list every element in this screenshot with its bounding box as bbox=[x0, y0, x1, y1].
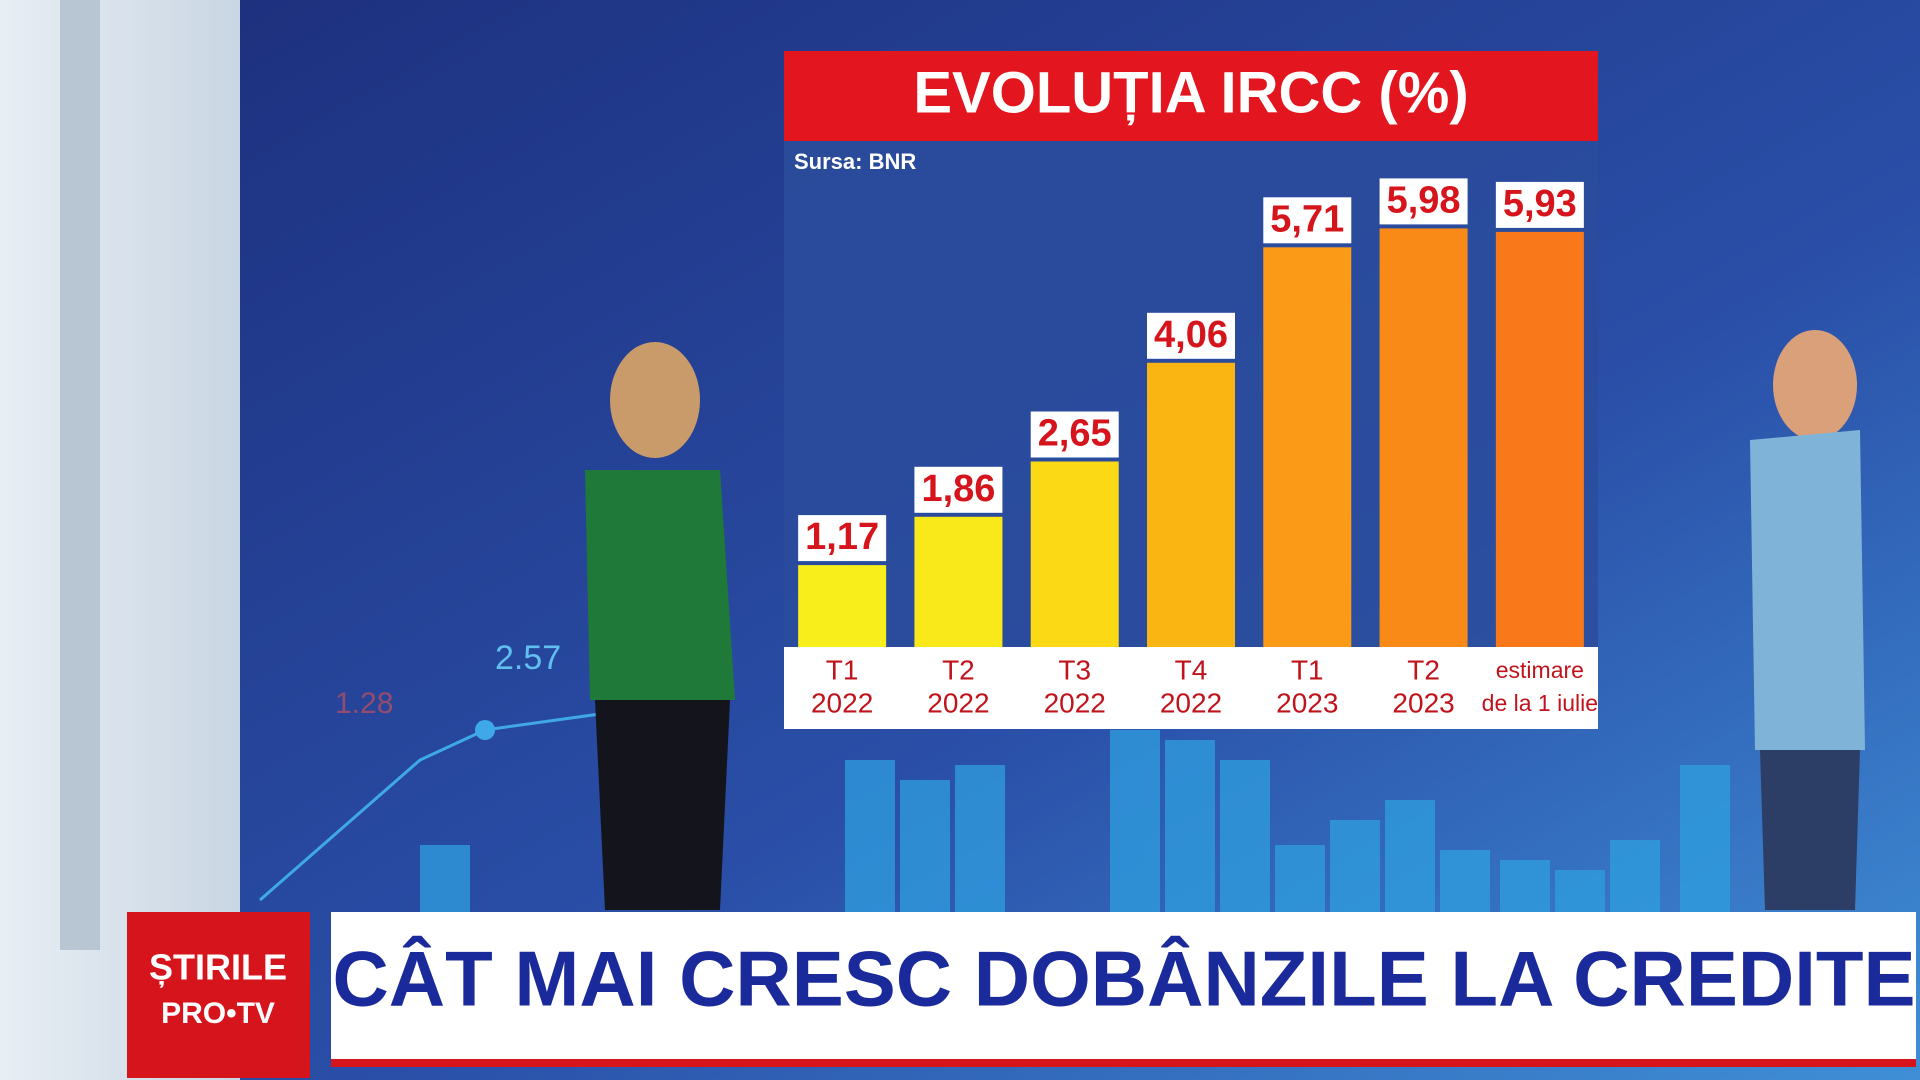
value-label-box bbox=[1379, 178, 1468, 225]
person-right bbox=[1750, 330, 1865, 910]
category-label: T2 bbox=[1407, 654, 1440, 685]
chart-title: EVOLUȚIA IRCC (%) bbox=[913, 60, 1468, 125]
value-label: 5,71 bbox=[1270, 198, 1344, 240]
bar bbox=[1263, 247, 1352, 648]
value-label: 2,65 bbox=[1038, 413, 1112, 455]
category-label: de la 1 iulie bbox=[1482, 690, 1598, 716]
bar bbox=[1147, 362, 1235, 647]
value-label-box bbox=[1263, 197, 1352, 244]
value-label: 1,86 bbox=[921, 468, 995, 510]
bars: 1,17T120221,86T220222,65T320224,06T42022… bbox=[798, 178, 1598, 718]
background-decoration bbox=[420, 730, 1730, 915]
background-line bbox=[259, 698, 701, 902]
background-label: 2.57 bbox=[495, 639, 561, 677]
bar bbox=[914, 516, 1003, 647]
category-label: T4 bbox=[1175, 654, 1208, 685]
category-label: T1 bbox=[1291, 654, 1324, 685]
bar bbox=[798, 565, 887, 647]
logo-box bbox=[127, 912, 310, 1078]
value-label: 5,98 bbox=[1387, 179, 1461, 221]
category-label: estimare bbox=[1496, 657, 1584, 683]
category-label: 2022 bbox=[811, 687, 873, 718]
value-label: 1,17 bbox=[805, 516, 879, 558]
category-label: T1 bbox=[826, 654, 859, 685]
category-label: 2022 bbox=[927, 687, 989, 718]
value-label-box bbox=[1030, 411, 1119, 458]
headline: CÂT MAI CRESC DOBÂNZILE LA CREDITE bbox=[332, 935, 1915, 1023]
bar bbox=[1495, 231, 1584, 647]
category-label: T3 bbox=[1058, 654, 1091, 685]
bar bbox=[1030, 461, 1119, 647]
value-label: 5,93 bbox=[1503, 183, 1577, 225]
background-label: 1.28 bbox=[335, 687, 393, 720]
value-label-box bbox=[798, 515, 887, 562]
category-label: T2 bbox=[942, 654, 975, 685]
logo-text: ȘTIRILE bbox=[149, 947, 287, 988]
person-left bbox=[585, 342, 735, 910]
logo-text: PRO•TV bbox=[161, 997, 275, 1030]
headline-underline bbox=[331, 1059, 1916, 1067]
category-label: 2022 bbox=[1160, 687, 1222, 718]
bar bbox=[1379, 228, 1468, 647]
value-label: 4,06 bbox=[1154, 314, 1228, 356]
category-label: 2022 bbox=[1044, 687, 1106, 718]
title-bar bbox=[784, 51, 1598, 141]
value-label-box bbox=[1147, 312, 1235, 359]
headline-bar bbox=[331, 912, 1916, 1059]
value-label-box bbox=[914, 466, 1003, 513]
category-label: 2023 bbox=[1392, 687, 1454, 718]
chart-source: Sursa: BNR bbox=[794, 149, 916, 174]
category-label: 2023 bbox=[1276, 687, 1338, 718]
value-label-box bbox=[1495, 181, 1584, 228]
category-band bbox=[784, 647, 1598, 729]
studio-frame bbox=[60, 0, 100, 950]
studio-wall bbox=[0, 0, 240, 1080]
background-dot bbox=[475, 720, 495, 740]
